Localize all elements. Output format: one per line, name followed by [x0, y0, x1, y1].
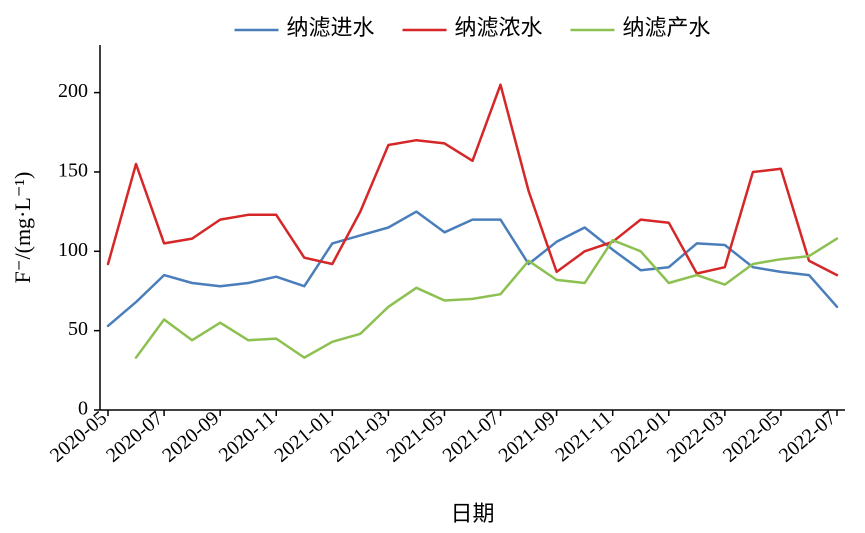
x-axis-label: 日期: [450, 501, 494, 526]
y-tick-label: 200: [58, 80, 88, 102]
legend-label: 纳滤产水: [623, 15, 711, 40]
y-tick-label: 50: [68, 318, 88, 340]
y-tick-label: 100: [58, 239, 88, 261]
legend-label: 纳滤浓水: [455, 15, 543, 40]
y-axis-label: F⁻/(mg·L⁻¹): [10, 172, 35, 284]
legend-label: 纳滤进水: [287, 15, 375, 40]
y-tick-label: 150: [58, 160, 88, 182]
line-chart: 0501001502002020-052020-072020-092020-11…: [0, 0, 865, 533]
